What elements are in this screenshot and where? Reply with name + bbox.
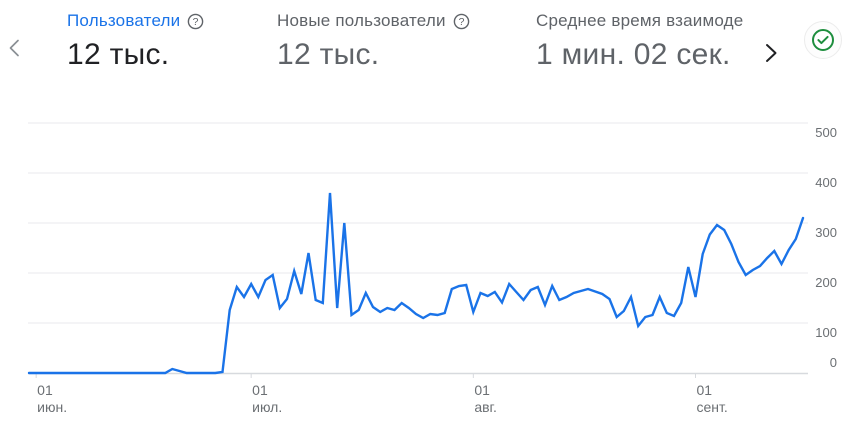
x-axis-label-day: 01: [474, 382, 490, 398]
y-axis-label: 200: [815, 275, 837, 290]
chevron-right-icon: [766, 44, 777, 62]
check-circle-icon: [812, 29, 834, 51]
question-circle-icon: ?: [453, 13, 470, 29]
x-axis-label-day: 01: [697, 382, 713, 398]
x-axis-label-month: авг.: [474, 399, 497, 415]
metric-users-value: 12 тыс.: [67, 38, 170, 71]
svg-text:?: ?: [193, 16, 199, 28]
series-line-users: [27, 192, 805, 375]
y-axis-label: 400: [815, 175, 837, 190]
data-quality-status-icon[interactable]: [804, 21, 842, 59]
next-metrics-button[interactable]: [760, 40, 782, 66]
prev-metrics-button[interactable]: [4, 36, 26, 60]
x-axis-label-day: 01: [37, 382, 53, 398]
metric-avg-engagement-time[interactable]: Среднее время взаимоде 1 мин. 02 сек.: [536, 11, 743, 72]
question-circle-icon: ?: [188, 13, 204, 29]
chevron-left-icon: [9, 39, 19, 57]
metric-new-users[interactable]: Новые пользователи ? 12 тыс.: [277, 11, 470, 72]
x-axis-label-day: 01: [252, 382, 268, 398]
metric-new-users-label[interactable]: Новые пользователи: [277, 11, 446, 30]
metric-users[interactable]: Пользователи ? 12 тыс.: [67, 11, 204, 72]
help-icon[interactable]: ?: [453, 13, 470, 30]
y-axis-label: 300: [815, 225, 837, 240]
svg-text:?: ?: [458, 16, 464, 28]
x-axis-label-month: июл.: [252, 399, 282, 415]
metric-users-label[interactable]: Пользователи: [67, 11, 181, 30]
y-axis-label: 100: [815, 325, 837, 340]
metric-new-users-value: 12 тыс.: [277, 38, 380, 71]
y-axis-label: 500: [815, 125, 837, 140]
metric-avg-engagement-time-value: 1 мин. 02 сек.: [536, 38, 731, 71]
x-axis-label-month: июн.: [37, 399, 67, 415]
x-axis-label-month: сент.: [697, 399, 728, 415]
metric-avg-engagement-time-label[interactable]: Среднее время взаимоде: [536, 11, 744, 30]
help-icon[interactable]: ?: [187, 13, 204, 30]
y-axis-label: 0: [830, 355, 837, 370]
